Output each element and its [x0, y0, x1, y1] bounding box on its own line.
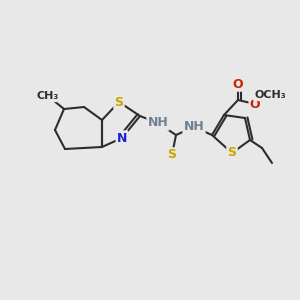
Text: NH: NH — [184, 121, 204, 134]
Text: NH: NH — [148, 116, 168, 130]
Text: CH₃: CH₃ — [37, 91, 59, 101]
Text: O: O — [250, 98, 260, 110]
Text: O: O — [233, 77, 243, 91]
Text: S: S — [115, 95, 124, 109]
Text: OCH₃: OCH₃ — [254, 90, 286, 100]
Text: S: S — [167, 148, 176, 161]
Text: N: N — [117, 131, 127, 145]
Text: S: S — [227, 146, 236, 160]
